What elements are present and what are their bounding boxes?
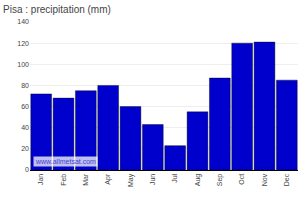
svg-text:Jun: Jun: [149, 174, 156, 185]
svg-text:20: 20: [21, 145, 29, 152]
svg-text:Jan: Jan: [37, 174, 44, 185]
svg-text:Dec: Dec: [283, 173, 290, 186]
svg-text:80: 80: [21, 82, 29, 89]
svg-text:40: 40: [21, 124, 29, 131]
svg-text:Sep: Sep: [216, 174, 224, 187]
svg-text:120: 120: [17, 40, 29, 47]
svg-text:Aug: Aug: [194, 174, 202, 187]
svg-text:140: 140: [17, 18, 29, 25]
svg-text:Mar: Mar: [82, 173, 89, 186]
svg-text:May: May: [127, 173, 135, 187]
svg-text:0: 0: [25, 166, 29, 173]
svg-text:Pisa : precipitation (mm): Pisa : precipitation (mm): [3, 4, 111, 15]
svg-text:Jul: Jul: [171, 173, 178, 182]
svg-text:60: 60: [21, 103, 29, 110]
svg-text:Feb: Feb: [60, 174, 67, 186]
svg-text:www.allmetsat.com: www.allmetsat.com: [35, 158, 96, 165]
svg-text:Apr: Apr: [104, 173, 112, 185]
svg-text:100: 100: [17, 61, 29, 68]
svg-text:Nov: Nov: [261, 173, 268, 186]
svg-text:Oct: Oct: [238, 174, 245, 185]
